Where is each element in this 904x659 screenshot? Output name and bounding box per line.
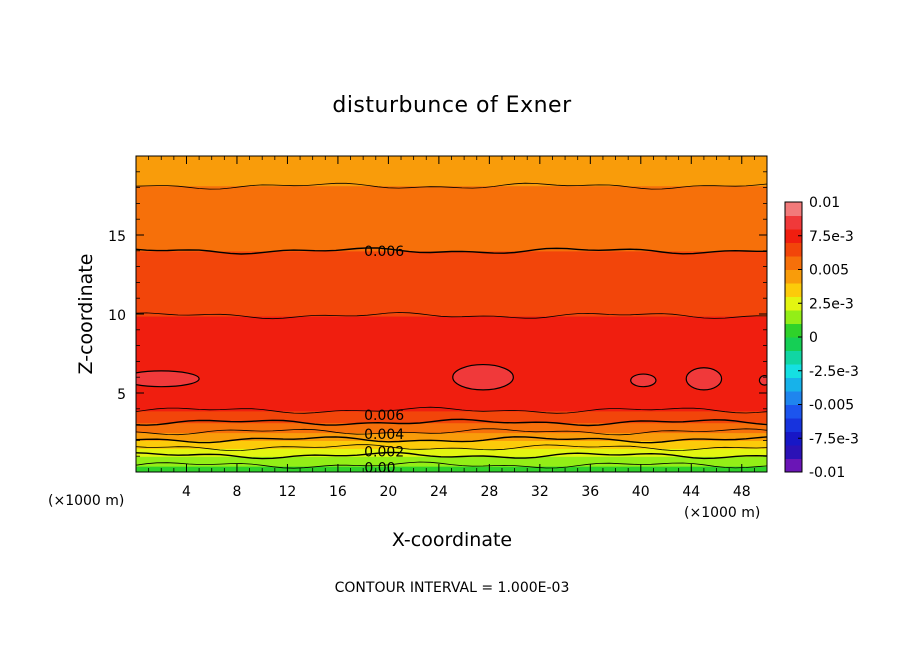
colorbar-swatch bbox=[785, 431, 802, 446]
x-tick-label: 8 bbox=[232, 484, 241, 500]
colorbar-swatch bbox=[785, 229, 802, 243]
contour-maximum bbox=[630, 373, 657, 388]
y-unit-label: (×1000 m) bbox=[48, 493, 124, 509]
contour-line bbox=[136, 436, 767, 444]
x-tick-label: 44 bbox=[682, 484, 700, 500]
colorbar-swatch bbox=[785, 445, 802, 459]
contour-band bbox=[136, 440, 767, 449]
contour-maximum bbox=[452, 363, 514, 391]
contour-maximum bbox=[758, 375, 767, 386]
colorbar-swatch bbox=[785, 296, 802, 311]
x-axis-label: X-coordinate bbox=[392, 529, 512, 551]
contour-lines bbox=[136, 182, 767, 469]
contour-line bbox=[136, 428, 767, 436]
chart-title: disturbunce of Exner bbox=[332, 93, 572, 118]
contour-line bbox=[136, 406, 767, 414]
contour-band bbox=[136, 448, 767, 457]
colorbar-swatch bbox=[785, 323, 802, 338]
colorbar-swatch bbox=[785, 377, 802, 392]
x-tick-label: 28 bbox=[480, 484, 498, 500]
contour-band bbox=[136, 315, 767, 412]
contour-band bbox=[136, 185, 767, 252]
contour-band bbox=[136, 250, 767, 317]
y-axis: 5 10 15 bbox=[108, 171, 767, 457]
colorbar-swatch bbox=[785, 404, 802, 419]
x-tick-label: 4 bbox=[182, 484, 191, 500]
colorbar-swatch bbox=[785, 256, 802, 270]
contour-label: 0.006 bbox=[364, 408, 404, 424]
y-tick-label: 10 bbox=[108, 308, 126, 324]
colorbar-label: -0.01 bbox=[809, 465, 845, 481]
contour-band bbox=[136, 432, 767, 441]
colorbar-swatch bbox=[785, 215, 802, 230]
contour-line bbox=[136, 451, 767, 460]
contour-maximum bbox=[136, 370, 200, 388]
colorbar-label: 0.01 bbox=[809, 195, 840, 211]
colorbar-label: 7.5e-3 bbox=[809, 229, 854, 245]
x-tick-label: 20 bbox=[379, 484, 397, 500]
colorbar-label: 0.005 bbox=[809, 263, 849, 279]
x-tick-label: 12 bbox=[279, 484, 297, 500]
y-tick-label: 15 bbox=[108, 229, 126, 245]
contour-line bbox=[136, 312, 767, 320]
contour-line bbox=[136, 247, 767, 255]
colorbar-swatch bbox=[785, 418, 802, 432]
contour-line bbox=[136, 182, 767, 190]
x-axis: 4 8 12 16 20 24 28 32 36 40 44 48 bbox=[148, 156, 755, 500]
x-tick-label: 16 bbox=[329, 484, 347, 500]
x-unit-label: (×1000 m) bbox=[684, 505, 760, 521]
colorbar-swatch bbox=[785, 242, 802, 257]
colorbar-label: -0.005 bbox=[809, 398, 854, 414]
contour-line bbox=[136, 418, 767, 427]
colorbar-swatch bbox=[785, 391, 802, 405]
contour-band bbox=[136, 410, 767, 424]
colorbar-swatch bbox=[785, 283, 802, 297]
colorbar: 0.01 7.5e-3 0.005 2.5e-3 0 -2.5e-3 -0.005 -7.5e… bbox=[784, 195, 859, 481]
y-tick-label: 5 bbox=[117, 387, 126, 403]
x-tick-label: 48 bbox=[733, 484, 751, 500]
contour-maximum bbox=[685, 367, 723, 391]
contour-band bbox=[136, 422, 767, 434]
contour-line bbox=[136, 444, 767, 452]
colorbar-label: 0 bbox=[809, 330, 818, 346]
contour-label: 0.006 bbox=[364, 244, 404, 260]
contour-label: 0.00 bbox=[364, 460, 395, 476]
x-tick-label: 36 bbox=[581, 484, 599, 500]
colorbar-label: -7.5e-3 bbox=[809, 431, 859, 447]
x-tick-label: 24 bbox=[430, 484, 448, 500]
colorbar-label: 2.5e-3 bbox=[809, 296, 854, 312]
colorbar-swatch bbox=[785, 202, 802, 216]
contour-line bbox=[136, 461, 767, 469]
colorbar-swatch bbox=[785, 269, 802, 284]
colorbar-swatch bbox=[785, 458, 802, 473]
plot-area bbox=[136, 156, 767, 472]
y-axis-label: Z-coordinate bbox=[75, 254, 97, 375]
colorbar-swatch bbox=[785, 337, 802, 351]
contour-interval-note: CONTOUR INTERVAL = 1.000E-03 bbox=[335, 580, 570, 596]
colorbar-label: -2.5e-3 bbox=[809, 364, 859, 380]
contour-label: 0.002 bbox=[364, 444, 404, 460]
x-tick-label: 40 bbox=[632, 484, 650, 500]
colorbar-swatch bbox=[785, 310, 802, 324]
contour-band bbox=[136, 156, 767, 187]
colorbar-swatch bbox=[785, 364, 802, 378]
colorbar-swatch bbox=[785, 350, 802, 365]
contour-band bbox=[136, 456, 767, 467]
x-tick-label: 32 bbox=[531, 484, 549, 500]
contour-label: 0.004 bbox=[364, 427, 404, 443]
